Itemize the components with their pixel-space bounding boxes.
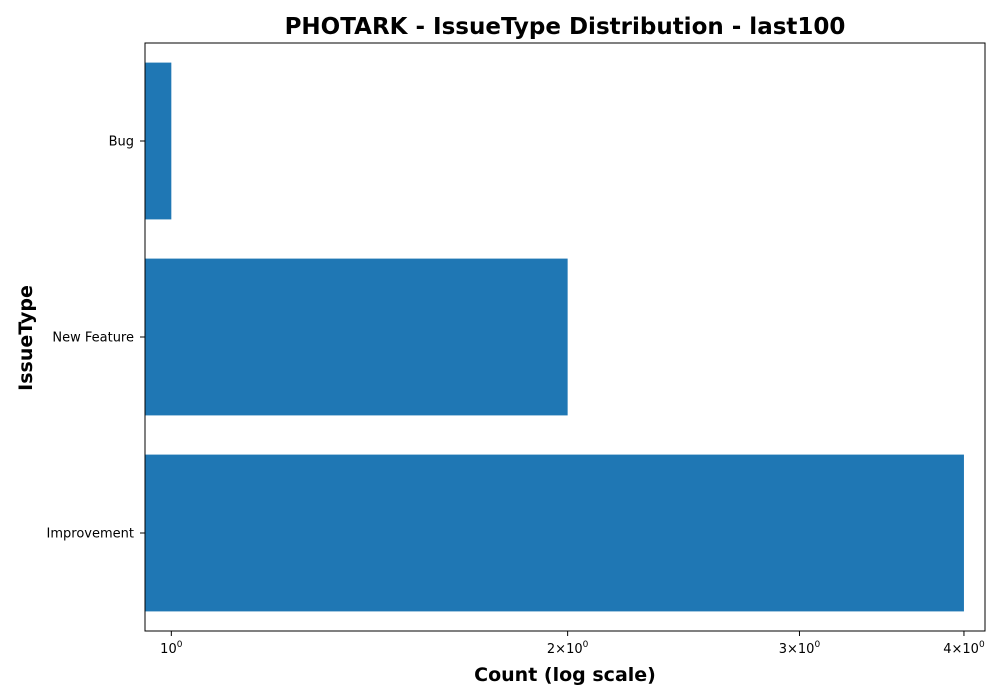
- bar-new-feature: [145, 258, 568, 416]
- x-tick-label: 100: [160, 640, 183, 657]
- x-tick-label: 4×100: [943, 640, 985, 657]
- bar-improvement: [145, 454, 964, 612]
- bar-bug: [145, 62, 172, 220]
- plot-area: Bug New Feature Improvement 100 2×100 3×100 4×…: [47, 42, 986, 657]
- y-tick-label: Bug: [109, 135, 134, 150]
- x-axis-label: Count (log scale): [474, 664, 656, 686]
- y-axis-label: IssueType: [15, 285, 37, 391]
- y-tick-label: New Feature: [52, 331, 134, 346]
- chart-title: PHOTARK - IssueType Distribution - last1…: [285, 14, 846, 40]
- y-tick-label: Improvement: [47, 527, 134, 542]
- x-tick-label: 2×100: [547, 640, 589, 657]
- x-tick-label: 3×100: [779, 640, 821, 657]
- plot-frame: [144, 42, 986, 632]
